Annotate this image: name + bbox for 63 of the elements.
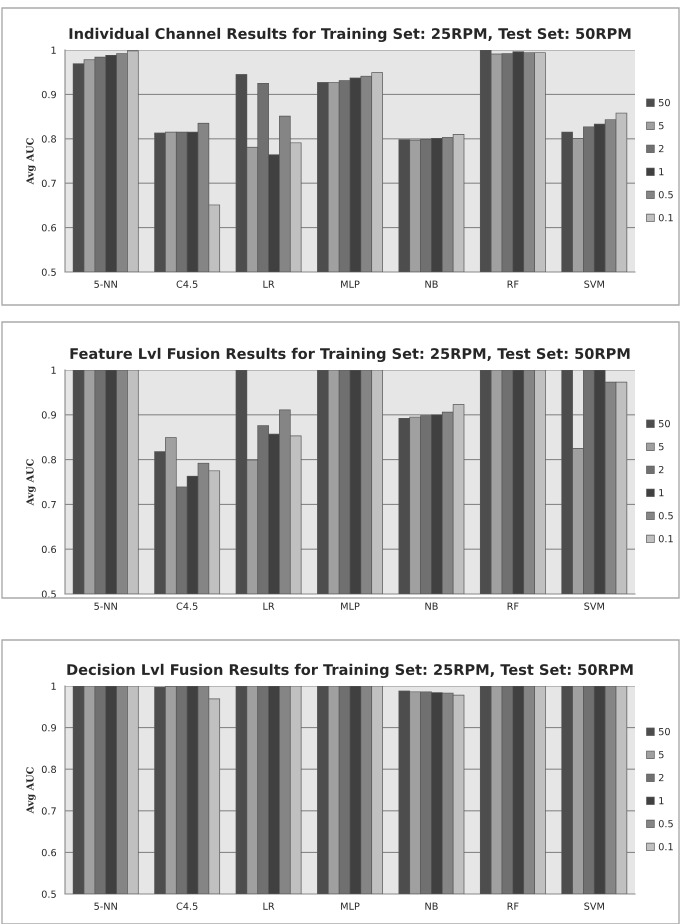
- chart-title: Feature Lvl Fusion Results for Training Set: 25RPM, Test Set: 50RPM: [70, 348, 630, 362]
- x-tick-label: RF: [508, 280, 518, 288]
- x-tick-label: RF: [508, 602, 518, 610]
- y-axis-title: Avg AUC: [26, 138, 36, 184]
- legend-label: 50: [658, 98, 670, 106]
- legend-label: 0.1: [658, 843, 673, 850]
- legend-label: 1: [659, 168, 664, 176]
- x-tick-label: SVM: [584, 280, 604, 288]
- x-tick-label: SVM: [584, 902, 604, 910]
- legend-label: 50: [658, 728, 670, 736]
- y-tick-label: 1: [52, 366, 56, 374]
- legend-label: 5: [658, 751, 664, 758]
- x-tick-label: C4.5: [176, 902, 198, 910]
- x-tick-label: SVM: [584, 602, 604, 610]
- x-tick-label: LR: [263, 902, 274, 910]
- legend-label: 50: [658, 420, 670, 428]
- legend-label: 0.5: [658, 512, 673, 520]
- legend-label: 1: [659, 489, 664, 496]
- legend-label: 0.1: [658, 214, 673, 222]
- y-tick-label: 0.9: [42, 411, 56, 419]
- y-tick-label: 0.8: [42, 766, 56, 774]
- y-tick-label: 0.8: [42, 135, 56, 143]
- legend-label: 2: [658, 144, 664, 152]
- x-tick-label: 5-NN: [94, 602, 117, 610]
- x-tick-label: RF: [508, 902, 518, 910]
- y-tick-label: 0.5: [42, 890, 56, 898]
- x-tick-label: 5-NN: [94, 902, 117, 910]
- y-tick-label: 0.6: [42, 546, 56, 554]
- chart-title: Decision Lvl Fusion Results for Training Set: 25RPM, Test Set: 50RPM: [67, 664, 633, 678]
- y-tick-label: 0.8: [42, 456, 56, 464]
- x-tick-label: C4.5: [176, 602, 198, 610]
- y-tick-label: 0.6: [42, 848, 56, 856]
- legend-label: 1: [659, 797, 664, 804]
- x-tick-label: LR: [263, 280, 274, 288]
- x-tick-label: LR: [263, 602, 274, 610]
- legend-label: 0.5: [658, 820, 673, 828]
- y-tick-label: 0.7: [42, 807, 56, 815]
- x-tick-label: NB: [425, 902, 438, 910]
- x-tick-label: MLP: [341, 602, 360, 610]
- y-tick-label: 0.7: [42, 180, 56, 188]
- x-tick-label: MLP: [341, 280, 360, 288]
- y-axis-title: Avg AUC: [26, 767, 36, 814]
- legend-label: 0.1: [658, 535, 673, 542]
- legend-label: 2: [658, 466, 664, 474]
- chart-title: Individual Channel Results for Training Set: 25RPM, Test Set: 50RPM: [70, 28, 630, 42]
- y-tick-label: 0.5: [42, 590, 56, 598]
- legend-label: 5: [658, 443, 664, 450]
- x-tick-label: C4.5: [176, 280, 198, 288]
- y-tick-label: 0.5: [42, 268, 56, 276]
- x-tick-label: NB: [425, 280, 438, 288]
- legend-label: 2: [658, 774, 664, 782]
- legend-label: 5: [658, 122, 664, 130]
- y-tick-label: 1: [52, 682, 56, 690]
- x-tick-label: NB: [425, 602, 438, 610]
- y-tick-label: 0.6: [42, 224, 56, 232]
- x-tick-label: 5-NN: [94, 280, 117, 288]
- x-tick-label: MLP: [341, 902, 360, 910]
- y-tick-label: 1: [52, 46, 56, 54]
- y-axis-title: Avg AUC: [26, 459, 36, 506]
- y-tick-label: 0.9: [42, 724, 56, 732]
- y-tick-label: 0.7: [42, 500, 56, 508]
- legend-label: 0.5: [658, 191, 673, 198]
- y-tick-label: 0.9: [42, 90, 56, 98]
